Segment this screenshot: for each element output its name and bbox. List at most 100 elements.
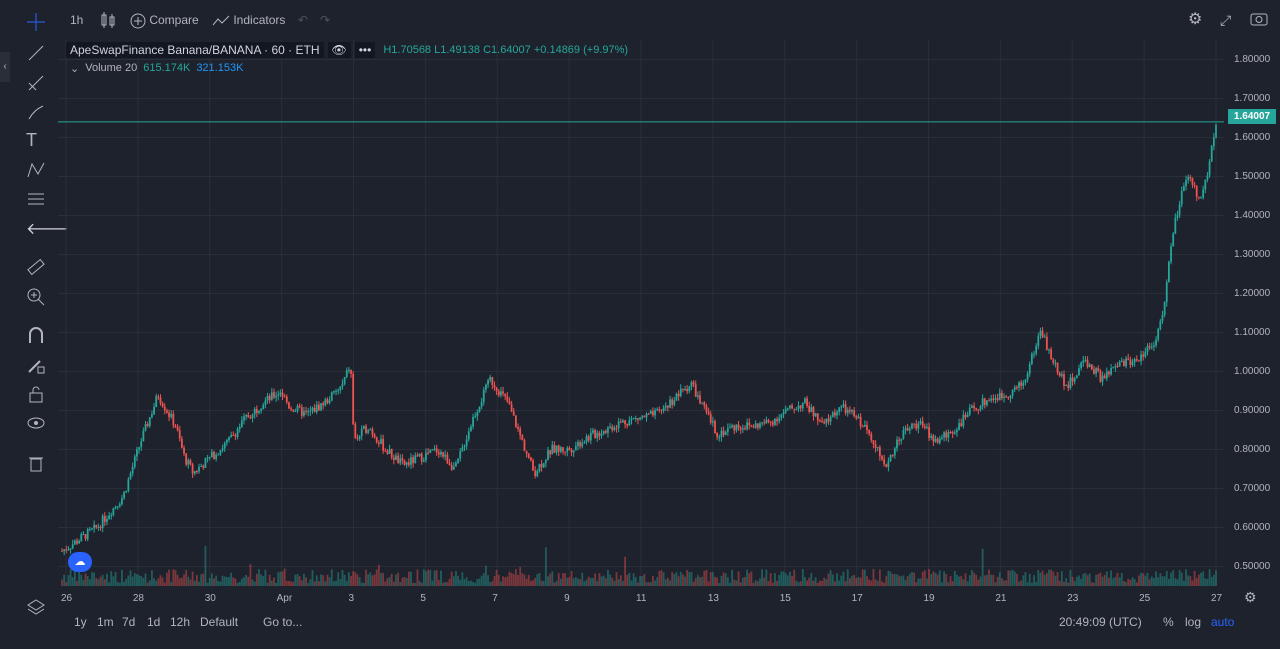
settings-gear-icon[interactable]: ⚙ xyxy=(1188,11,1203,28)
ruler-icon[interactable] xyxy=(26,257,46,277)
change-value: +0.14869 (+9.97%) xyxy=(533,44,629,56)
range-button-1d[interactable]: 1d xyxy=(147,615,161,629)
candle-body xyxy=(360,428,363,436)
more-options-icon[interactable]: ••• xyxy=(354,42,376,58)
volume-bar xyxy=(1118,577,1121,586)
volume-bar xyxy=(309,579,312,586)
visibility-eye-icon[interactable]: 👁 xyxy=(327,42,351,58)
candle-body xyxy=(234,435,237,437)
candle-body xyxy=(900,438,903,441)
crosshair-icon[interactable] xyxy=(26,12,46,32)
symbol-title[interactable]: ApeSwapFinance Banana/BANANA · 60 · ETH xyxy=(66,42,324,58)
candle-body xyxy=(283,396,286,398)
volume-bar xyxy=(504,577,507,586)
undo-icon[interactable]: ↶ xyxy=(298,13,309,27)
candle-body xyxy=(1116,365,1119,367)
collapse-sidebar-icon[interactable]: ‹ xyxy=(0,52,10,82)
volume-bar xyxy=(547,576,549,586)
range-button-1m[interactable]: 1m xyxy=(97,615,114,629)
volume-bar xyxy=(564,573,567,586)
range-button-1y[interactable]: 1y xyxy=(74,615,87,629)
axis-settings-gear-icon[interactable]: ⚙ xyxy=(1244,589,1257,605)
candle-type-icon[interactable] xyxy=(100,10,116,30)
auto-toggle[interactable]: auto xyxy=(1211,615,1235,629)
volume-bar xyxy=(716,577,719,586)
unlock-icon[interactable] xyxy=(26,384,46,404)
price-chart[interactable] xyxy=(58,40,1224,586)
volume-bar xyxy=(91,572,93,586)
cloud-icon[interactable]: ☁ xyxy=(68,552,92,572)
range-button-7d[interactable]: 7d xyxy=(122,615,136,629)
trend-line-icon[interactable] xyxy=(26,43,46,63)
candle-body xyxy=(600,434,603,436)
goto-button[interactable]: Go to... xyxy=(263,615,303,629)
candle-body xyxy=(744,428,746,430)
volume-bar xyxy=(1187,575,1190,586)
volume-bar xyxy=(681,574,684,586)
volume-bar xyxy=(99,576,102,586)
magnet-icon[interactable] xyxy=(26,326,46,346)
interval-button[interactable]: 1h xyxy=(70,13,84,27)
range-button-12h[interactable]: 12h xyxy=(170,615,191,629)
volume-bar xyxy=(572,578,575,586)
volume-bar xyxy=(183,574,185,586)
eye-icon[interactable] xyxy=(26,413,46,433)
redo-icon[interactable]: ↷ xyxy=(320,13,331,27)
volume-bar xyxy=(159,575,162,586)
volume-bar xyxy=(1208,569,1211,586)
chevron-down-icon[interactable]: ⌄ xyxy=(70,63,80,75)
trash-icon[interactable] xyxy=(26,453,46,473)
candle-body xyxy=(219,450,222,455)
volume-bar xyxy=(258,569,260,586)
compare-button[interactable]: Compare xyxy=(130,10,199,30)
volume-bar xyxy=(1200,572,1202,586)
candle-body xyxy=(324,399,327,406)
volume-bar xyxy=(448,578,451,586)
candle-body xyxy=(1191,177,1194,185)
default-button[interactable]: Default xyxy=(200,615,239,629)
volume-bar xyxy=(178,578,181,586)
volume-bar xyxy=(542,580,545,586)
lock-drawings-icon[interactable] xyxy=(26,355,46,375)
candle-body xyxy=(801,402,804,409)
volume-bar xyxy=(1007,570,1010,586)
volume-bar xyxy=(459,579,462,586)
volume-bar xyxy=(397,572,400,586)
volume-bar xyxy=(1127,578,1130,586)
prediction-icon[interactable] xyxy=(26,189,46,209)
text-tool-icon[interactable]: T xyxy=(26,130,37,150)
candle-body xyxy=(521,435,524,440)
candle-body xyxy=(1018,382,1020,388)
volume-bar xyxy=(968,575,971,586)
log-toggle[interactable]: log xyxy=(1185,615,1202,629)
candle-body xyxy=(1084,359,1087,361)
candle-body xyxy=(667,405,669,408)
candle-body xyxy=(1043,336,1046,338)
pitchfork-icon[interactable] xyxy=(26,73,46,93)
volume-bar xyxy=(1069,569,1072,586)
candle-body xyxy=(1172,233,1175,247)
indicators-label: Indicators xyxy=(233,13,286,27)
camera-icon[interactable] xyxy=(1250,10,1268,30)
percent-toggle[interactable]: % xyxy=(1163,615,1174,629)
volume-bar xyxy=(840,575,843,586)
pattern-icon[interactable] xyxy=(26,160,46,180)
fullscreen-icon[interactable]: ⤢ xyxy=(1220,12,1232,28)
arrow-left-icon[interactable]: 🡐 xyxy=(26,221,69,238)
candle-body xyxy=(784,409,787,413)
layers-icon[interactable] xyxy=(26,597,46,617)
volume-bar xyxy=(326,574,329,586)
brush-icon[interactable] xyxy=(26,102,46,122)
volume-bar xyxy=(814,577,817,586)
candle-body xyxy=(170,413,173,417)
zoom-in-icon[interactable] xyxy=(26,287,46,307)
indicators-button[interactable]: Indicators xyxy=(212,10,285,30)
candle-body xyxy=(172,413,175,426)
candle-body xyxy=(551,444,554,455)
volume-bar xyxy=(508,571,511,586)
volume-bar xyxy=(129,570,132,586)
candle-body xyxy=(998,392,1001,400)
volume-bar xyxy=(876,580,879,586)
candle-body xyxy=(1212,137,1215,147)
candle-body xyxy=(1142,354,1145,357)
